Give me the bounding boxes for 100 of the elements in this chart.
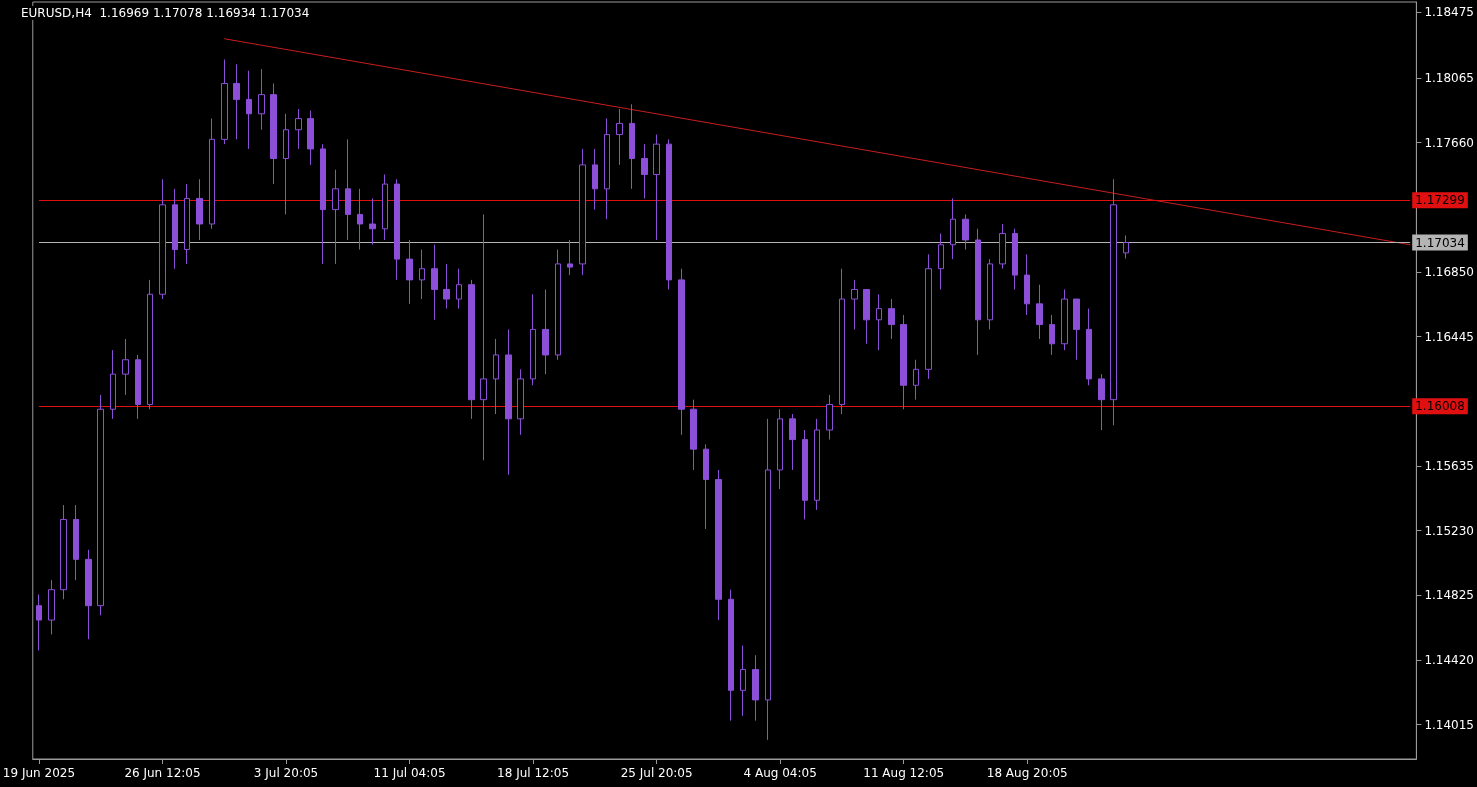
candlestick xyxy=(999,223,1006,270)
candlestick xyxy=(147,279,153,410)
candlestick xyxy=(962,213,969,251)
candlestick xyxy=(221,58,228,145)
candlestick xyxy=(246,70,252,150)
candlestick xyxy=(196,178,203,241)
x-tick-label: 11 Jul 04:05 xyxy=(373,766,446,780)
candlestick xyxy=(1110,178,1117,426)
candlestick xyxy=(233,63,240,140)
candlestick xyxy=(1086,308,1092,386)
ref-line-label: 1.16008 xyxy=(1415,399,1465,414)
candlestick xyxy=(135,354,141,420)
candlestick xyxy=(888,298,895,340)
candlestick xyxy=(1049,314,1055,356)
candlestick xyxy=(802,429,808,520)
ref-line-label: 1.17034 xyxy=(1415,235,1465,250)
candlestick xyxy=(826,394,833,441)
candlestick xyxy=(295,108,302,150)
candlestick xyxy=(97,394,104,616)
y-tick-label: 1.16850 xyxy=(1424,264,1474,279)
candlestick xyxy=(1012,228,1018,290)
candlestick xyxy=(184,183,190,265)
candlestick xyxy=(876,293,882,351)
x-tick-label: 18 Aug 20:05 xyxy=(986,766,1068,780)
candlestick xyxy=(36,594,42,651)
candlestick xyxy=(690,399,697,471)
candlestick xyxy=(345,138,351,241)
candlestick xyxy=(122,338,129,396)
chart-title: EURUSD,H4 1.16969 1.17078 1.16934 1.17034 xyxy=(21,6,310,20)
candlestick xyxy=(307,110,314,166)
candlestick xyxy=(629,103,635,190)
candlestick xyxy=(814,418,820,511)
candlestick xyxy=(85,549,92,640)
candlestick xyxy=(950,197,956,260)
y-tick-label: 1.14420 xyxy=(1424,652,1474,667)
candlestick xyxy=(419,249,425,300)
candlestick xyxy=(530,293,536,386)
candlestick xyxy=(48,579,55,635)
candlestick xyxy=(159,178,166,300)
candlestick xyxy=(678,268,685,436)
y-tick-label: 1.17660 xyxy=(1424,135,1474,150)
candlestick xyxy=(60,504,67,600)
candlestick xyxy=(1061,288,1068,351)
candlestick xyxy=(394,178,400,281)
candlestick xyxy=(258,68,265,131)
candlestick xyxy=(1123,234,1129,259)
candlestick xyxy=(172,188,178,270)
candlestick xyxy=(382,173,388,241)
candlestick xyxy=(468,279,475,420)
y-tick-label: 1.15635 xyxy=(1424,458,1474,473)
candlestick xyxy=(938,233,944,290)
candlestick xyxy=(789,413,796,471)
candlestick xyxy=(456,268,462,310)
candlestick xyxy=(851,279,858,330)
y-tick-label: 1.14015 xyxy=(1424,717,1474,732)
candlestick xyxy=(728,589,734,722)
candlestick xyxy=(777,408,783,490)
candlestick xyxy=(641,143,648,199)
candlestick xyxy=(616,108,623,166)
candlestick xyxy=(270,82,277,185)
candlestick xyxy=(592,148,598,211)
candlestick xyxy=(913,359,919,401)
candlestick xyxy=(493,338,499,415)
y-tick-label: 1.15230 xyxy=(1424,523,1474,538)
candlestick xyxy=(320,143,326,265)
candlestick xyxy=(505,328,512,476)
candlestick xyxy=(332,169,339,265)
candlestick xyxy=(1073,298,1080,361)
candlestick xyxy=(863,288,870,345)
candlestick xyxy=(369,197,376,246)
candlestick xyxy=(357,188,363,251)
candlestick xyxy=(579,148,586,276)
candlestick xyxy=(752,654,759,722)
candlestick xyxy=(765,418,771,741)
candlestick xyxy=(715,469,722,621)
candlestick xyxy=(555,249,561,361)
y-tick-label: 1.14825 xyxy=(1424,588,1474,603)
candlestick xyxy=(567,239,573,276)
x-tick-label: 18 Jul 12:05 xyxy=(497,766,570,780)
candlestick xyxy=(703,443,709,530)
candlestick xyxy=(839,268,845,415)
x-tick-label: 4 Aug 04:05 xyxy=(743,766,817,780)
y-tick-label: 1.18475 xyxy=(1424,5,1474,20)
candlestick xyxy=(1036,284,1043,340)
candlestick xyxy=(406,239,413,305)
candlestick xyxy=(666,138,672,290)
candlestick xyxy=(517,368,524,436)
candlestick xyxy=(542,288,549,375)
candlestick xyxy=(443,263,450,310)
candlestick xyxy=(480,213,487,461)
ref-line-label: 1.17299 xyxy=(1415,193,1465,208)
candlestick xyxy=(1024,253,1030,316)
x-tick-label: 25 Jul 20:05 xyxy=(620,766,693,780)
candlestick xyxy=(987,258,993,330)
candlestick xyxy=(653,134,660,241)
candlestick xyxy=(925,253,932,380)
y-tick-label: 1.16445 xyxy=(1424,329,1474,344)
x-tick-label: 11 Aug 12:05 xyxy=(863,766,945,780)
candlestick xyxy=(1098,373,1105,431)
x-tick-label: 19 Jun 2025 xyxy=(2,766,76,780)
